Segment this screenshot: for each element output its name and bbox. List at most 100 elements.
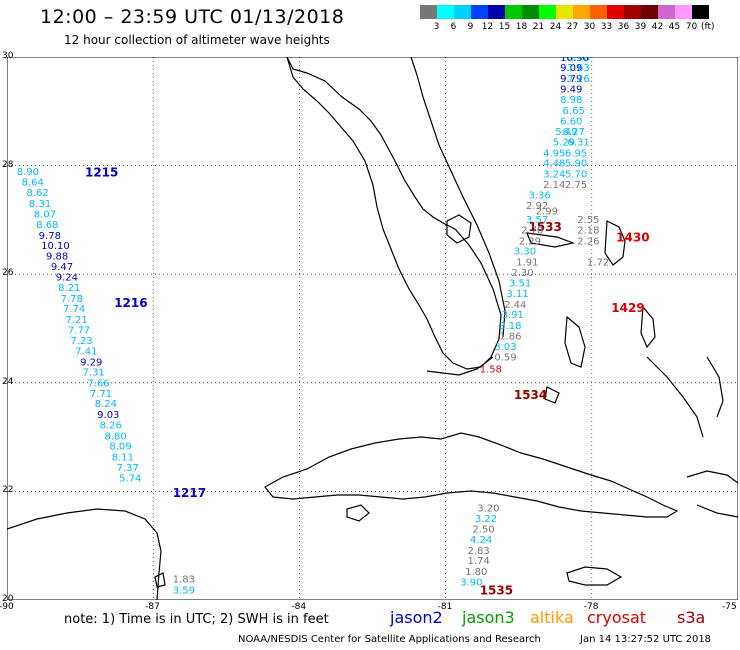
swh-value: 8.11: [112, 452, 134, 463]
colorbar-cell: [675, 5, 692, 19]
swh-value: 3.11: [507, 289, 529, 300]
pass-time-label: 1217: [173, 486, 206, 500]
colorbar-tick-label: 45: [668, 22, 681, 32]
cozumel: [154, 572, 166, 588]
swh-value: 10.96: [560, 57, 589, 64]
swh-value: 3.90: [460, 577, 482, 588]
swh-value: 6.65: [563, 106, 585, 117]
lon-label: -90: [0, 602, 14, 612]
coastline-cay-sal: [544, 386, 560, 404]
lat-label: 24: [2, 376, 14, 387]
swh-value: 5.29: [553, 138, 575, 149]
swh-value: 2.99: [536, 206, 558, 217]
colorbar-tick-label: 12: [481, 22, 494, 32]
colorbar-cell: [454, 5, 471, 19]
swh-value: 4.48: [543, 159, 565, 170]
pass-labels: 1215 1216 1217 1534 1535 1533 1430 1429: [85, 165, 650, 597]
swh-value: 8.09: [109, 442, 131, 453]
pass-time-label: 1534: [514, 388, 547, 402]
swh-value: 7.23: [70, 336, 92, 347]
colorbar-cell: [573, 5, 590, 19]
colorbar-ticks: 3 6 9 12 15 18 21 24 27 30 33 36 39 42 45 70 (ft): [420, 22, 715, 32]
colorbar-cell: [556, 5, 573, 19]
coastline-florida: [286, 57, 502, 370]
swh-value: 2.29: [519, 236, 541, 247]
swh-value: 8.21: [58, 283, 80, 294]
swh-value: 3.30: [514, 247, 536, 258]
lat-label: 20: [2, 594, 14, 604]
swh-value: 7.77: [68, 325, 90, 336]
colorbar-cell: [471, 5, 488, 19]
swh-value: 3.36: [528, 191, 550, 202]
coastline-long-island: [706, 356, 724, 418]
swh-value: 8.24: [95, 399, 117, 410]
coastline-yucatan: [7, 508, 162, 600]
florida-keys: [426, 356, 494, 376]
swh-value: 5.70: [565, 170, 587, 181]
colorbar-cell: [505, 5, 522, 19]
timestamp-text: Jan 14 13:27:52 UTC 2018: [580, 634, 712, 645]
colorbar-cell: [488, 5, 505, 19]
swh-value: 2.55: [577, 215, 599, 226]
coastline-exuma: [646, 356, 704, 438]
swh-value: 1.83: [173, 575, 195, 586]
swh-value: 1.86: [499, 331, 521, 342]
swh-value: 2.75: [565, 180, 587, 191]
swh-value: 5.74: [119, 474, 141, 485]
colorbar-tick-label: 15: [498, 22, 511, 32]
swh-value: 7.71: [90, 389, 112, 400]
credit-text: NOAA/NESDIS Center for Satellite Applica…: [238, 634, 541, 645]
colorbar-tick-label: 6: [450, 22, 457, 32]
swh-value: 7.41: [75, 347, 97, 358]
swh-value: 8.62: [26, 188, 48, 199]
swh-value: 1.58: [480, 364, 502, 375]
swh-value: 7.31: [83, 368, 105, 379]
swh-value: 2.78: [521, 225, 543, 236]
swh-value: 3.24: [543, 170, 565, 181]
swh-value: 3.03: [494, 342, 516, 353]
swh-value: 2.83: [468, 546, 490, 557]
swh-value: 9.29: [80, 357, 102, 368]
swh-value: 8.98: [560, 95, 582, 106]
lon-label: -87: [145, 602, 160, 612]
swh-value: 8.31: [29, 199, 51, 210]
isle-of-youth: [346, 504, 370, 522]
pass-time-label: 1216: [114, 296, 147, 310]
lat-label: 26: [2, 268, 14, 279]
pass-time-label: 1429: [611, 301, 644, 315]
swh-value: 4.95: [543, 148, 565, 159]
swh-value: 2.50: [472, 525, 494, 536]
swh-value: 6.31: [567, 138, 589, 149]
lat-label: 30: [2, 51, 14, 61]
lake-okeechobee: [446, 214, 472, 244]
legend-jason3: jason3: [462, 608, 515, 627]
colorbar-cell: [539, 5, 556, 19]
swh-value: 4.24: [470, 535, 492, 546]
pass-time-label: 1533: [528, 220, 561, 234]
swh-value: 6.95: [565, 148, 587, 159]
legend-s3a: s3a: [677, 608, 706, 627]
swh-value: 0.59: [494, 353, 516, 364]
swh-value: 3.51: [509, 279, 531, 290]
swh-value: 3.20: [477, 503, 499, 514]
swh-value: 6.27: [563, 127, 585, 138]
colorbar-cell: [590, 5, 607, 19]
swh-value: 8.07: [34, 210, 56, 221]
colorbar: [420, 5, 709, 19]
graticule: [7, 57, 738, 600]
swh-value: 8.68: [36, 220, 58, 231]
colorbar-cell: [420, 5, 437, 19]
colorbar-tick-label: 3: [433, 22, 440, 32]
swh-value: 9.78: [39, 231, 61, 242]
coastline-eleuthera: [640, 305, 656, 349]
swh-value: 7.21: [65, 315, 87, 326]
swh-value: 9.79: [560, 74, 582, 85]
colorbar-tick-label: 18: [515, 22, 528, 32]
swh-value: 3.57: [526, 215, 548, 226]
colorbar-tick-label: 42: [651, 22, 664, 32]
colorbar-cell: [658, 5, 675, 19]
colorbar-tick-label: 21: [532, 22, 545, 32]
swh-value: 9.49: [560, 84, 582, 95]
swh-value: 7.78: [61, 294, 83, 305]
